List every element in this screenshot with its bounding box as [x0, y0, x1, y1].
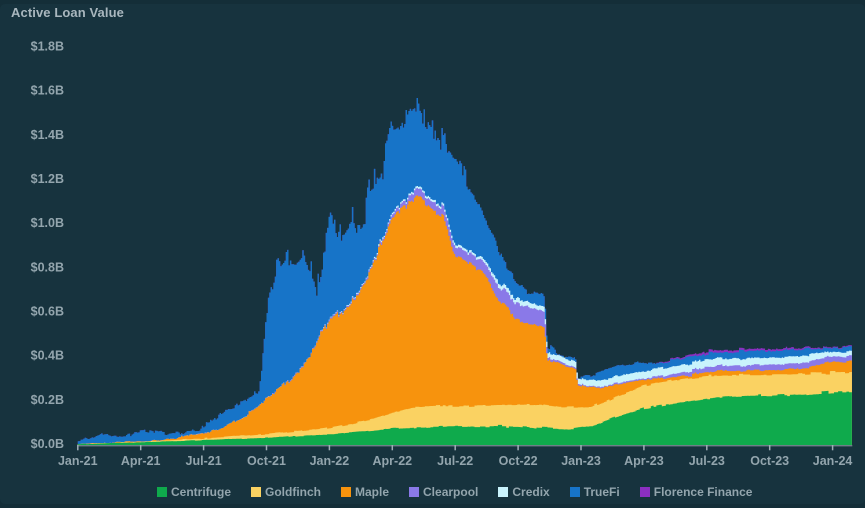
svg-text:Jan-23: Jan-23 — [561, 454, 601, 468]
svg-text:Apr-21: Apr-21 — [121, 454, 161, 468]
svg-text:$0.8B: $0.8B — [31, 260, 64, 274]
svg-text:Oct-21: Oct-21 — [247, 454, 286, 468]
svg-text:$0.2B: $0.2B — [31, 393, 64, 407]
svg-text:Oct-22: Oct-22 — [499, 454, 538, 468]
svg-text:Apr-23: Apr-23 — [624, 454, 664, 468]
svg-text:$0.4B: $0.4B — [31, 349, 64, 363]
svg-text:$1.8B: $1.8B — [31, 40, 64, 54]
svg-text:Jan-24: Jan-24 — [813, 454, 853, 468]
svg-text:$1.2B: $1.2B — [31, 172, 64, 186]
svg-text:$0.6B: $0.6B — [31, 305, 64, 319]
svg-text:Jan-21: Jan-21 — [58, 454, 98, 468]
svg-text:Jan-22: Jan-22 — [310, 454, 350, 468]
svg-text:Jul-21: Jul-21 — [186, 454, 222, 468]
svg-text:Oct-23: Oct-23 — [750, 454, 789, 468]
svg-text:Jul-23: Jul-23 — [689, 454, 725, 468]
svg-text:$0.0B: $0.0B — [31, 437, 64, 451]
svg-text:Jul-22: Jul-22 — [437, 454, 473, 468]
svg-text:$1.6B: $1.6B — [31, 84, 64, 98]
svg-text:$1.0B: $1.0B — [31, 216, 64, 230]
svg-text:$1.4B: $1.4B — [31, 128, 64, 142]
svg-text:Apr-22: Apr-22 — [373, 454, 413, 468]
